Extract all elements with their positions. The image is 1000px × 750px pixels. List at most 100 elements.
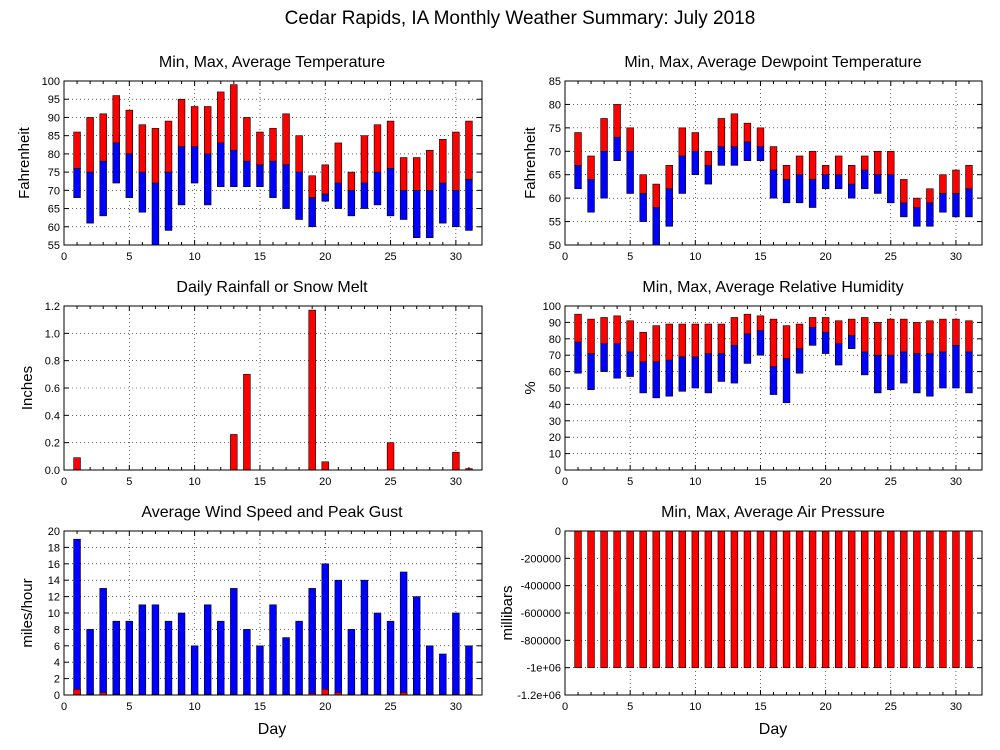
bar-avg-max <box>704 323 713 354</box>
bar-pressure-range <box>730 530 739 668</box>
bar-min-avg <box>230 149 238 187</box>
bar-avg-max <box>639 174 647 194</box>
bar-avg-max <box>952 318 960 346</box>
x-tick-label: 0 <box>61 701 67 713</box>
y-tick-label: 80 <box>549 334 561 346</box>
bar-avg-max <box>652 183 660 208</box>
bar-pressure-range <box>782 530 791 668</box>
x-tick-label: 10 <box>689 701 701 713</box>
x-tick-label: 25 <box>885 251 897 263</box>
bar-pressure-range <box>834 530 843 668</box>
bar-pressure-range <box>613 530 621 668</box>
bar-min-avg <box>256 164 264 187</box>
bar-min-avg <box>756 330 765 356</box>
bar-avg-max <box>295 135 303 173</box>
bar-peak-gust <box>203 604 212 696</box>
bar-min-avg <box>913 207 921 227</box>
bar-avg-max <box>808 150 817 180</box>
y-tick-label: 40 <box>549 399 561 411</box>
x-tick-label: 5 <box>627 701 633 713</box>
bar-min-avg <box>73 168 81 198</box>
x-tick-label: 30 <box>450 251 462 263</box>
x-tick-label: 15 <box>754 251 766 263</box>
bar-peak-gust <box>426 645 434 696</box>
bar-avg-max <box>874 322 882 356</box>
x-tick-label: 10 <box>189 701 201 713</box>
y-tick-label: 20 <box>48 526 60 538</box>
bar-min-avg <box>665 359 673 397</box>
bar-peak-gust <box>360 579 369 696</box>
bar-avg-max <box>600 118 608 152</box>
bar-min-avg <box>861 351 869 376</box>
bar-min-avg <box>678 155 686 194</box>
y-axis-label-dewpoint: Fahrenheit <box>522 126 539 199</box>
bar-min-avg <box>939 351 947 389</box>
bar-avg-max <box>730 113 739 147</box>
bar-avg-max <box>887 318 895 356</box>
panel-title-rainfall: Daily Rainfall or Snow Melt <box>176 279 368 296</box>
y-tick-label: 75 <box>549 123 561 135</box>
x-tick-label: 25 <box>384 701 396 713</box>
plot-frame <box>564 305 983 471</box>
y-tick-label: 2 <box>54 674 60 686</box>
bar-min-avg <box>190 146 199 184</box>
bar-min-avg <box>295 171 303 220</box>
plot-frame <box>564 530 983 696</box>
bar-peak-gust <box>151 604 160 696</box>
bar-peak-gust <box>282 637 290 696</box>
panel-wind: Average Wind Speed and Peak Gust miles/ho… <box>19 504 483 738</box>
bar-avg-max <box>704 150 713 166</box>
bar-min-avg <box>439 182 447 224</box>
bar-avg-max <box>151 128 160 184</box>
y-tick-label: 70 <box>549 350 561 362</box>
bar-pressure-range <box>704 530 713 668</box>
x-tick-label: 30 <box>450 476 462 488</box>
bar-pressure-range <box>795 530 804 668</box>
bar-avg-max <box>256 131 264 166</box>
y-tick-label: 85 <box>48 131 60 143</box>
panel-pressure: Min, Max, Average Air Pressure millibars D… <box>499 504 983 738</box>
y-tick-label: 4 <box>54 657 60 669</box>
bar-min-avg <box>730 146 739 166</box>
y-tick-label: 0 <box>555 526 561 538</box>
y-tick-label: 14 <box>48 575 60 587</box>
bar-min-avg <box>834 343 843 366</box>
x-tick-label: 30 <box>950 251 962 263</box>
bar-pressure-range <box>874 530 882 668</box>
x-tick-label: 20 <box>820 251 832 263</box>
bar-rainfall <box>308 309 316 471</box>
y-tick-label: 0.8 <box>45 356 60 368</box>
x-tick-label: 10 <box>189 251 201 263</box>
bar-min-avg <box>412 190 421 239</box>
panel-title-temperature: Min, Max, Average Temperature <box>159 54 385 71</box>
bar-min-avg <box>756 146 765 161</box>
panel-dewpoint: Min, Max, Average Dewpoint Temperature Fa… <box>522 54 983 263</box>
bar-min-avg <box>913 353 921 394</box>
bar-rainfall <box>243 374 251 471</box>
x-tick-label: 20 <box>319 251 331 263</box>
bar-avg-max <box>587 155 595 180</box>
y-tick-label: 50 <box>549 240 561 252</box>
bar-min-avg <box>900 351 908 384</box>
bar-avg-max <box>574 132 582 166</box>
bar-peak-gust <box>112 620 120 696</box>
bar-min-avg <box>386 168 395 217</box>
y-tick-label: 60 <box>549 193 561 205</box>
bar-min-avg <box>138 171 147 213</box>
bar-peak-gust <box>256 645 264 696</box>
y-tick-label: 20 <box>549 432 561 444</box>
x-tick-label: 0 <box>562 476 568 488</box>
bar-avg-max <box>965 320 973 353</box>
bar-pressure-range <box>691 530 700 668</box>
bar-pressure-range <box>639 530 647 668</box>
y-tick-label: 90 <box>48 112 60 124</box>
bar-min-avg <box>782 358 791 404</box>
bar-rainfall <box>321 461 329 471</box>
bar-avg-max <box>112 95 120 144</box>
x-tick-label: 15 <box>254 251 266 263</box>
bar-avg-max <box>613 104 621 138</box>
bar-min-avg <box>269 160 277 198</box>
bar-min-avg <box>652 207 660 246</box>
bar-min-avg <box>308 197 316 228</box>
bar-avg-max <box>203 106 212 155</box>
